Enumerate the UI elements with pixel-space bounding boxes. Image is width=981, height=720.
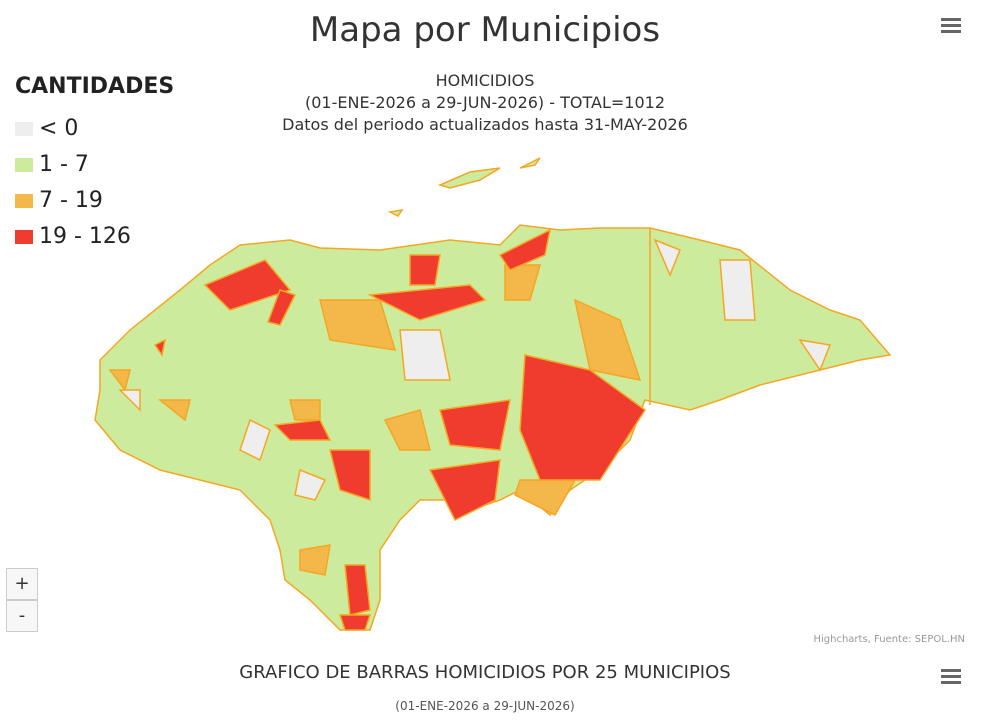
legend-label: 1 - 7	[39, 152, 89, 177]
region	[409, 254, 441, 286]
legend-item[interactable]: 1 - 7	[15, 152, 89, 177]
region	[719, 259, 756, 321]
bar-chart-title: GRAFICO DE BARRAS HOMICIDIOS POR 25 MUNI…	[239, 662, 731, 683]
legend-swatch	[15, 157, 33, 172]
region	[798, 338, 832, 372]
region	[294, 468, 327, 501]
region	[153, 338, 167, 357]
region	[108, 369, 131, 392]
region	[573, 298, 642, 381]
map-title: Mapa por Municipios	[309, 10, 661, 50]
legend-swatch	[15, 193, 33, 208]
map	[94, 157, 892, 631]
region	[653, 238, 681, 277]
legend-item[interactable]: < 0	[15, 116, 78, 141]
map-subtitle: HOMICIDIOS (01-ENE-2026 a 29-JUN-2026) - …	[0, 70, 970, 136]
region	[504, 264, 541, 301]
region	[267, 289, 297, 326]
region	[428, 459, 501, 522]
region	[329, 449, 371, 502]
legend-title: CANTIDADES	[15, 74, 175, 99]
zoom-out[interactable]: -	[6, 600, 38, 632]
subtitle-line: (01-ENE-2026 a 29-JUN-2026) - TOTAL=1012	[304, 93, 665, 112]
region	[203, 259, 292, 311]
islands	[387, 157, 541, 217]
region	[367, 284, 487, 321]
legend-swatch	[15, 121, 33, 136]
region	[299, 544, 331, 576]
region	[239, 418, 271, 462]
legend-label: 7 - 19	[39, 188, 103, 213]
region	[399, 329, 451, 381]
region	[157, 399, 191, 422]
region	[498, 228, 552, 271]
region	[118, 389, 141, 412]
legend-item[interactable]: 7 - 19	[15, 188, 103, 213]
legend-item[interactable]: 19 - 126	[15, 224, 131, 249]
legend-swatch	[15, 229, 33, 244]
menu-button[interactable]	[941, 17, 961, 33]
zoom-in[interactable]: +	[6, 568, 38, 600]
region	[338, 614, 372, 631]
region	[344, 564, 371, 616]
credits[interactable]: Highcharts, Fuente: SEPOL.HN	[813, 634, 965, 645]
menu-button[interactable]	[941, 668, 961, 684]
region	[439, 399, 511, 451]
region	[273, 419, 332, 441]
legend-label: 19 - 126	[39, 224, 131, 249]
region	[514, 479, 577, 516]
region	[383, 409, 431, 451]
subtitle-line: HOMICIDIOS	[435, 71, 535, 90]
bar-chart-subtitle: (01-ENE-2026 a 29-JUN-2026)	[395, 699, 575, 713]
region	[519, 354, 647, 481]
subtitle-line: Datos del periodo actualizados hasta 31-…	[282, 115, 688, 134]
legend-label: < 0	[39, 116, 79, 141]
region	[319, 299, 397, 351]
region	[289, 399, 321, 421]
